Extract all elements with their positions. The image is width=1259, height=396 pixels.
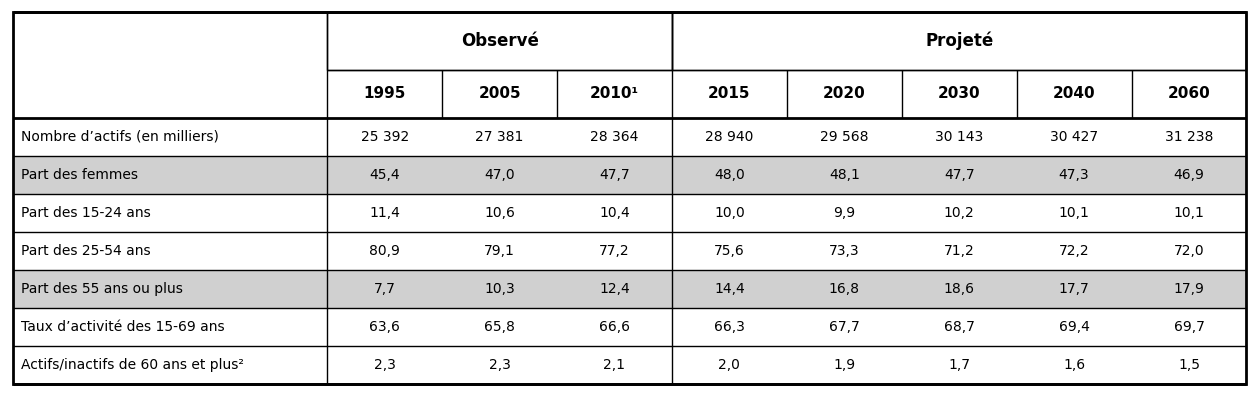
- Text: 68,7: 68,7: [944, 320, 974, 334]
- Text: 1,6: 1,6: [1063, 358, 1085, 372]
- Text: 2,3: 2,3: [488, 358, 510, 372]
- Text: 27 381: 27 381: [476, 130, 524, 144]
- Text: 18,6: 18,6: [944, 282, 974, 296]
- Text: 66,3: 66,3: [714, 320, 745, 334]
- Text: Part des femmes: Part des femmes: [21, 168, 138, 182]
- Text: 75,6: 75,6: [714, 244, 745, 258]
- Text: 7,7: 7,7: [374, 282, 395, 296]
- Text: 10,1: 10,1: [1173, 206, 1205, 220]
- Text: 10,1: 10,1: [1059, 206, 1089, 220]
- Text: 16,8: 16,8: [828, 282, 860, 296]
- Text: 2030: 2030: [938, 86, 981, 101]
- Text: 69,7: 69,7: [1173, 320, 1205, 334]
- Text: Taux d’activité des 15-69 ans: Taux d’activité des 15-69 ans: [21, 320, 225, 334]
- Text: 80,9: 80,9: [369, 244, 400, 258]
- Text: 10,2: 10,2: [944, 206, 974, 220]
- Text: 2020: 2020: [823, 86, 866, 101]
- Bar: [13, 270, 1246, 308]
- Text: 67,7: 67,7: [828, 320, 860, 334]
- Text: 10,3: 10,3: [485, 282, 515, 296]
- Text: 63,6: 63,6: [369, 320, 400, 334]
- Text: 11,4: 11,4: [369, 206, 400, 220]
- Text: 25 392: 25 392: [360, 130, 409, 144]
- Text: 12,4: 12,4: [599, 282, 630, 296]
- Text: 2,3: 2,3: [374, 358, 395, 372]
- Text: 2060: 2060: [1167, 86, 1210, 101]
- Text: 46,9: 46,9: [1173, 168, 1205, 182]
- Text: Observé: Observé: [461, 32, 539, 50]
- Text: Nombre d’actifs (en milliers): Nombre d’actifs (en milliers): [21, 130, 219, 144]
- Text: 2005: 2005: [478, 86, 521, 101]
- Text: 9,9: 9,9: [833, 206, 855, 220]
- Text: Part des 15-24 ans: Part des 15-24 ans: [21, 206, 151, 220]
- Text: 17,9: 17,9: [1173, 282, 1205, 296]
- Text: 17,7: 17,7: [1059, 282, 1089, 296]
- Text: 66,6: 66,6: [599, 320, 630, 334]
- Text: 30 427: 30 427: [1050, 130, 1098, 144]
- Text: 1995: 1995: [364, 86, 405, 101]
- Text: 2010¹: 2010¹: [590, 86, 640, 101]
- Text: 10,0: 10,0: [714, 206, 745, 220]
- Bar: [672, 12, 1246, 70]
- Text: 47,3: 47,3: [1059, 168, 1089, 182]
- Text: 30 143: 30 143: [935, 130, 983, 144]
- Text: Part des 25-54 ans: Part des 25-54 ans: [21, 244, 151, 258]
- Text: 2040: 2040: [1053, 86, 1095, 101]
- Text: 28 940: 28 940: [705, 130, 754, 144]
- Text: 45,4: 45,4: [369, 168, 400, 182]
- Text: Projeté: Projeté: [925, 31, 993, 50]
- Text: 29 568: 29 568: [820, 130, 869, 144]
- Text: 47,0: 47,0: [485, 168, 515, 182]
- Text: 10,4: 10,4: [599, 206, 630, 220]
- Text: 10,6: 10,6: [485, 206, 515, 220]
- Text: 47,7: 47,7: [944, 168, 974, 182]
- Text: Part des 55 ans ou plus: Part des 55 ans ou plus: [21, 282, 184, 296]
- Text: 72,2: 72,2: [1059, 244, 1089, 258]
- Text: 28 364: 28 364: [590, 130, 638, 144]
- Text: 65,8: 65,8: [485, 320, 515, 334]
- Text: 1,5: 1,5: [1178, 358, 1200, 372]
- Text: 48,0: 48,0: [714, 168, 745, 182]
- Text: 2,0: 2,0: [719, 358, 740, 372]
- Text: 14,4: 14,4: [714, 282, 745, 296]
- Text: 69,4: 69,4: [1059, 320, 1089, 334]
- Text: 2015: 2015: [708, 86, 750, 101]
- Bar: [13, 156, 1246, 194]
- Text: Actifs/inactifs de 60 ans et plus²: Actifs/inactifs de 60 ans et plus²: [21, 358, 244, 372]
- Bar: [327, 12, 672, 70]
- Text: 71,2: 71,2: [944, 244, 974, 258]
- Text: 1,9: 1,9: [833, 358, 855, 372]
- Text: 48,1: 48,1: [828, 168, 860, 182]
- Text: 1,7: 1,7: [948, 358, 971, 372]
- Text: 2,1: 2,1: [603, 358, 626, 372]
- Text: 31 238: 31 238: [1165, 130, 1214, 144]
- Text: 73,3: 73,3: [828, 244, 860, 258]
- Text: 72,0: 72,0: [1173, 244, 1205, 258]
- Text: 77,2: 77,2: [599, 244, 630, 258]
- Text: 47,7: 47,7: [599, 168, 630, 182]
- Text: 79,1: 79,1: [485, 244, 515, 258]
